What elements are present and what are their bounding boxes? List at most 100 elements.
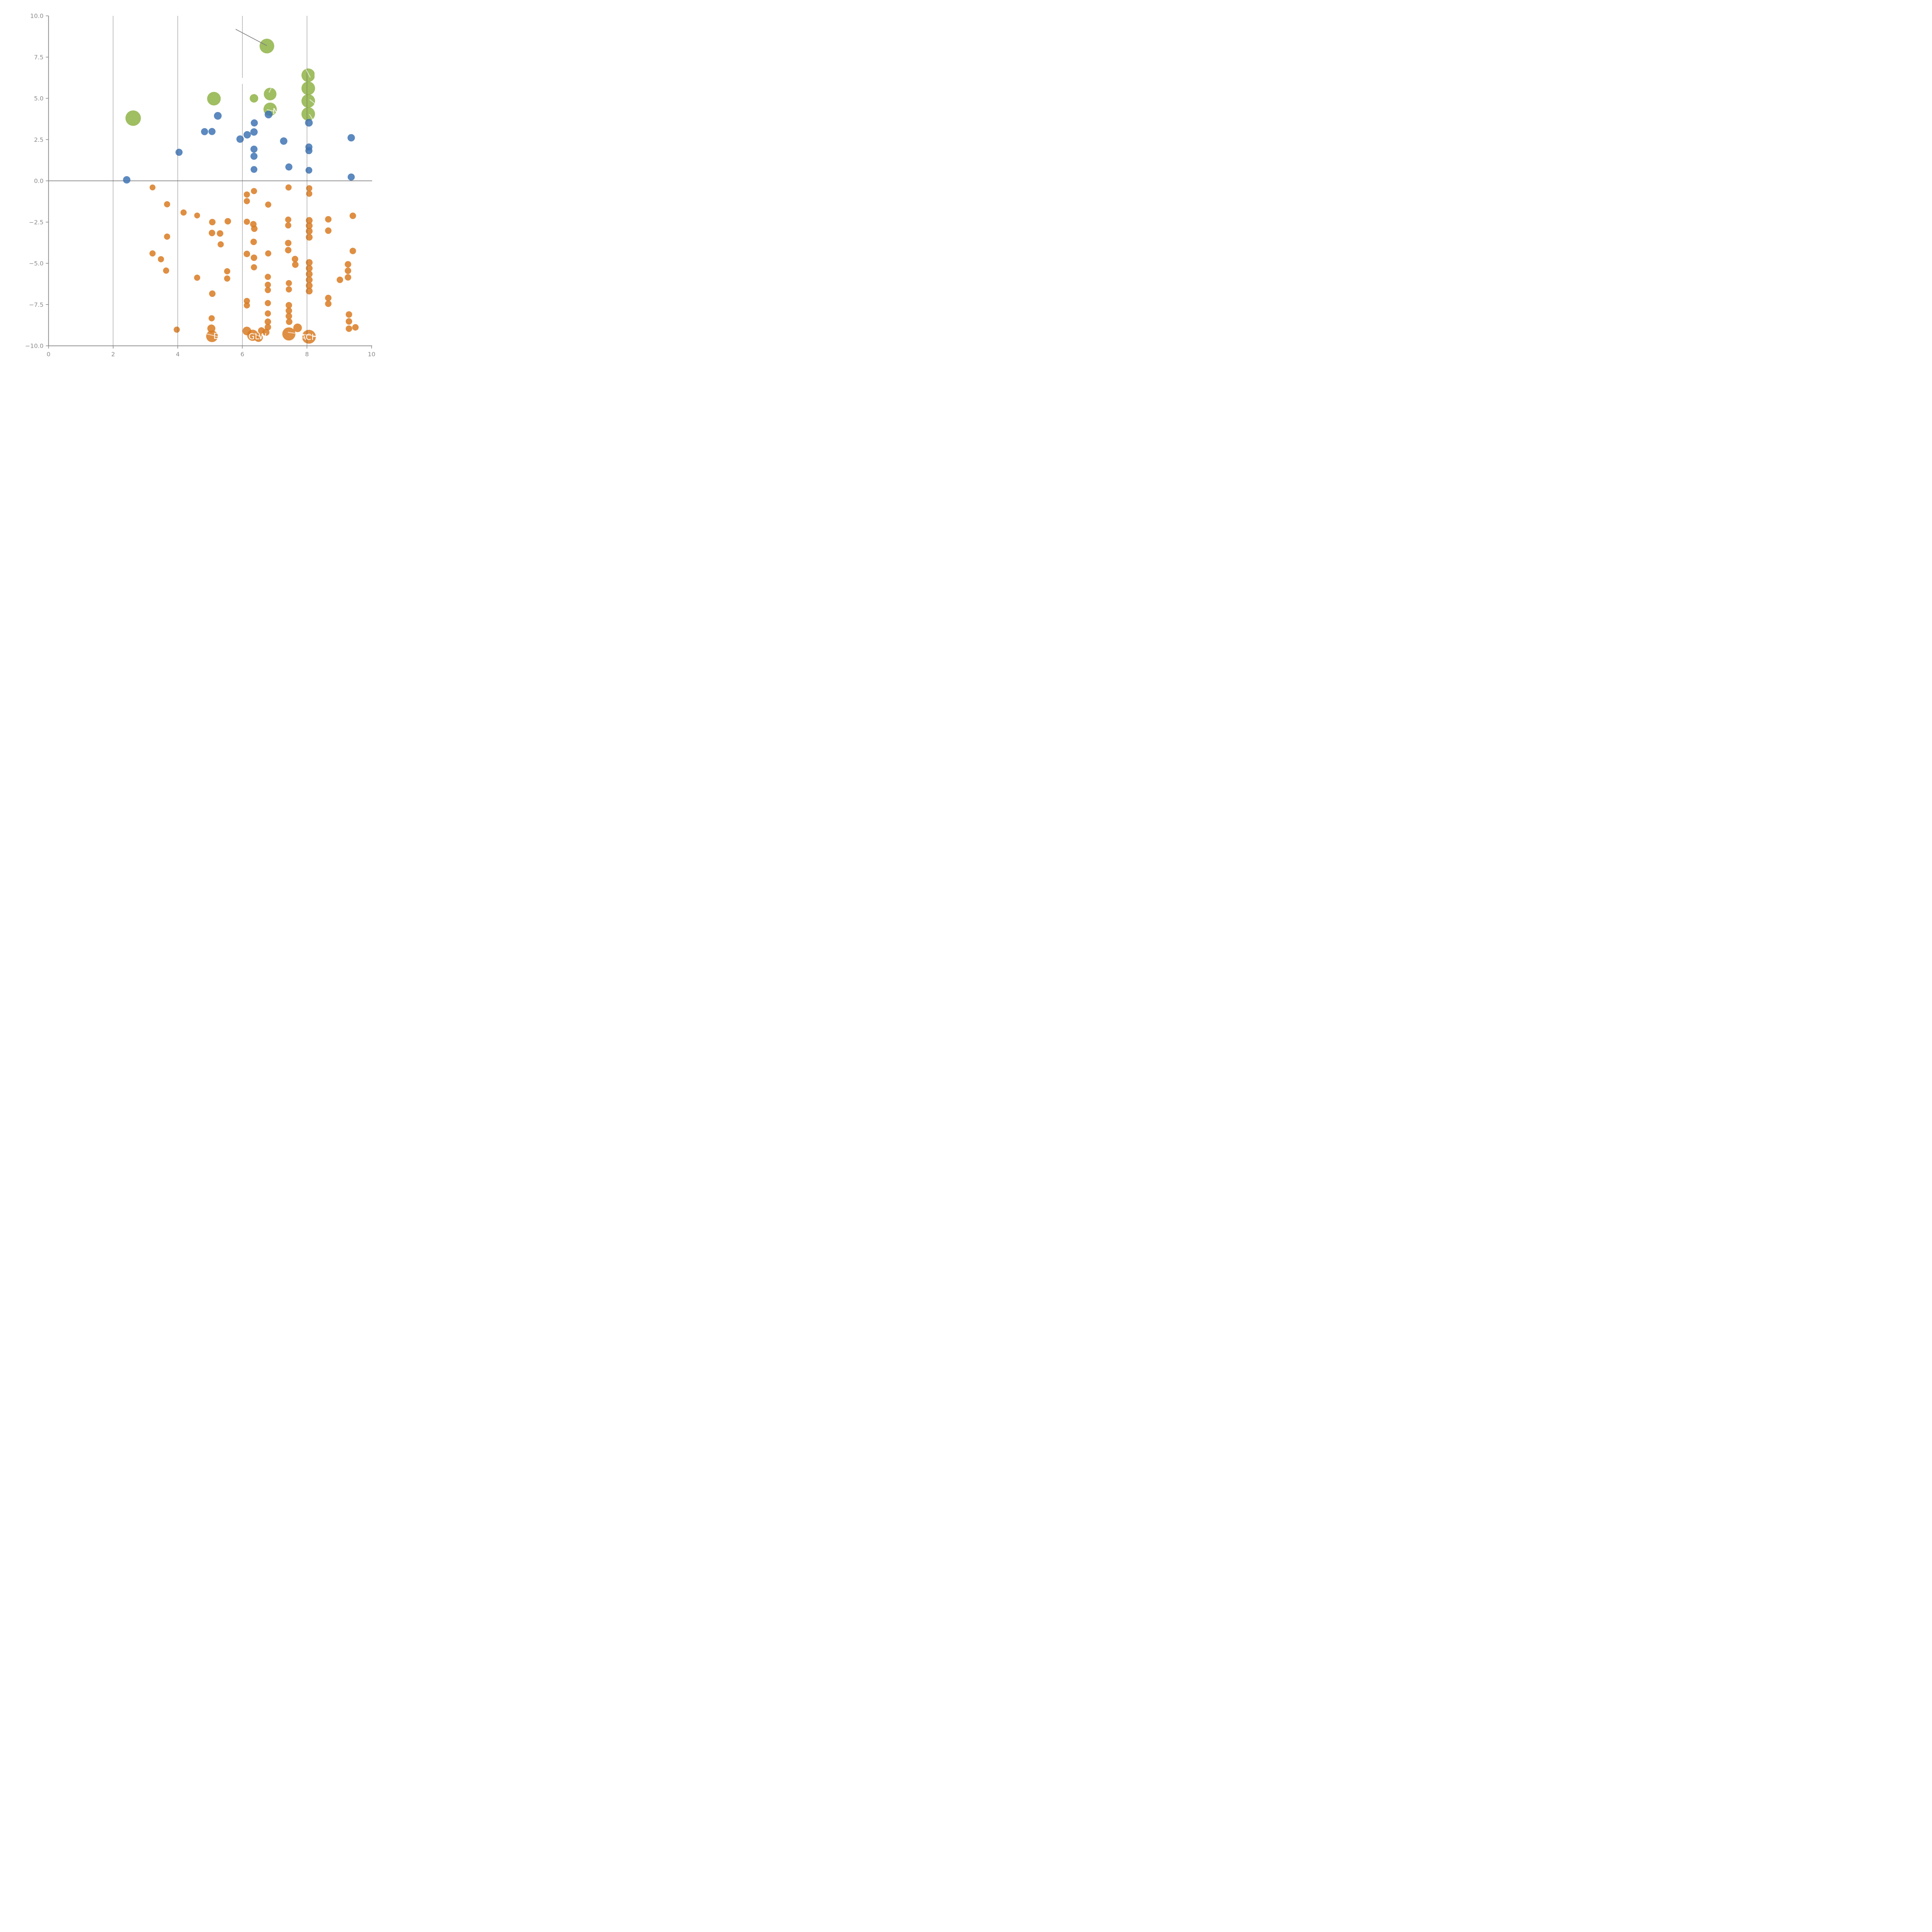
orange-dot — [345, 267, 351, 274]
orange-dot — [164, 201, 170, 207]
blue-dot — [305, 119, 313, 127]
y-tick-label: −10.0 — [25, 343, 44, 350]
orange-dot — [285, 184, 292, 191]
orange-dot — [345, 318, 352, 325]
blue-dot — [250, 128, 258, 136]
orange-dot — [285, 216, 291, 223]
blue-dot — [236, 135, 244, 143]
x-tick-label: 6 — [240, 351, 244, 358]
green-bubble — [301, 94, 315, 108]
orange-dot — [282, 327, 296, 341]
orange-dot — [163, 267, 169, 274]
orange-dot — [325, 227, 332, 234]
orange-dot — [264, 318, 271, 325]
x-tick-label: 4 — [176, 351, 180, 358]
point-label-l: L — [314, 70, 318, 80]
y-tick-label: 2.5 — [34, 136, 44, 143]
orange-dot — [150, 184, 156, 190]
blue-dot — [175, 148, 183, 156]
orange-dot — [345, 274, 351, 281]
orange-dot — [352, 324, 359, 331]
blue-dot — [243, 131, 251, 139]
orange-dot — [243, 298, 250, 304]
blue-dot — [250, 153, 258, 160]
orange-dot — [325, 216, 332, 223]
orange-dot — [286, 313, 292, 320]
orange-dot — [164, 233, 170, 240]
orange-dot — [243, 218, 250, 225]
orange-dot — [286, 318, 293, 325]
green-bubble — [207, 92, 221, 105]
point-label-e: E — [241, 77, 246, 86]
point-label-glw: GLW — [248, 332, 267, 341]
blue-dot — [347, 134, 355, 142]
orange-dot — [302, 330, 316, 344]
orange-dot — [325, 294, 332, 301]
white-leader-line — [309, 99, 316, 105]
leader-lines-layer — [206, 29, 317, 338]
orange-dot — [306, 228, 313, 235]
orange-dot — [158, 256, 164, 262]
orange-dot — [207, 324, 216, 333]
blue-dot — [123, 176, 131, 184]
white-leader-line — [287, 332, 317, 337]
orange-dot — [194, 274, 201, 281]
orange-dot — [306, 217, 313, 224]
orange-dot — [251, 225, 258, 232]
white-leader-line — [269, 86, 272, 93]
orange-dot — [194, 213, 200, 219]
green-bubbles — [125, 39, 315, 126]
orange-dot — [349, 248, 356, 254]
white-leader-line — [309, 114, 314, 121]
orange-dot — [292, 261, 299, 268]
green-bubble — [264, 87, 277, 100]
orange-dot — [306, 287, 313, 295]
orange-dot — [206, 330, 218, 342]
orange-dot — [306, 276, 313, 283]
blue-dots — [123, 111, 355, 184]
scatter-plot-figure: 10.0 7.5 5.0 2.5 0.0 −2.5 −5.0 −7.5 −10.0 0 2 4 6 8 10… — [0, 0, 386, 386]
white-leader-line — [305, 69, 311, 78]
chart-canvas: 10.07.55.02.50.0−2.5−5.0−7.5−10.00 2 4 6 8 10… — [25, 13, 375, 358]
orange-dot — [265, 274, 271, 280]
orange-dot — [149, 250, 156, 257]
orange-dot — [306, 265, 313, 272]
y-tick-label: −2.5 — [29, 219, 44, 226]
blue-dot — [305, 167, 313, 174]
orange-dot — [345, 325, 352, 332]
blue-dot — [305, 147, 313, 155]
orange-dot — [243, 191, 250, 198]
white-leader-line — [267, 109, 274, 112]
orange-dot — [224, 218, 231, 225]
blue-dot — [285, 163, 293, 171]
orange-dot — [293, 323, 302, 332]
orange-dot — [209, 219, 216, 226]
blue-dot — [201, 128, 208, 135]
orange-dot — [180, 209, 187, 216]
orange-dot — [208, 315, 215, 321]
orange-dot — [243, 198, 250, 204]
orange-dot — [254, 333, 263, 342]
blue-dot — [214, 112, 222, 120]
y-tick-label: −7.5 — [29, 301, 44, 308]
orange-dot — [209, 290, 216, 297]
orange-dot — [285, 240, 292, 247]
orange-dot — [265, 250, 272, 257]
axes-layer: 10.0 7.5 5.0 2.5 0.0 −2.5 −5.0 −7.5 −10.00 2 4 6 8 10 — [25, 13, 375, 358]
blue-dot — [347, 173, 355, 181]
orange-dot — [224, 268, 230, 274]
orange-dot — [349, 213, 356, 219]
blue-dot — [208, 128, 216, 135]
gray-leader-line — [235, 29, 267, 46]
orange-dot — [345, 311, 352, 318]
blue-dot — [250, 119, 258, 127]
orange-dot — [209, 230, 216, 236]
green-bubble — [250, 94, 259, 103]
orange-dot — [286, 307, 292, 314]
y-tick-label: 0.0 — [34, 178, 44, 185]
orange-dots — [149, 184, 359, 344]
white-leader-line — [254, 333, 262, 338]
orange-dot — [243, 250, 250, 257]
orange-dot — [250, 254, 257, 261]
green-bubble — [301, 68, 315, 82]
